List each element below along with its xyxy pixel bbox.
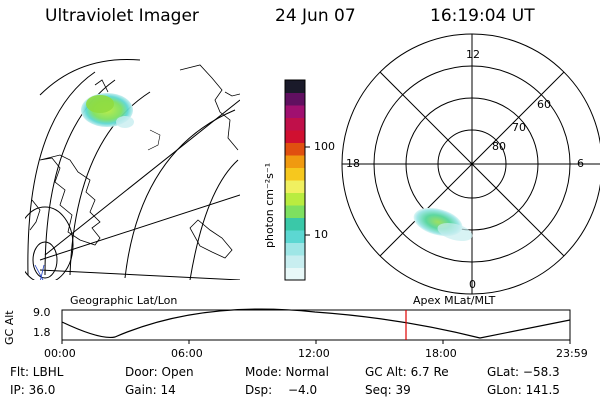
ip-info: IP: 36.0: [10, 383, 56, 397]
colorbar-band: [285, 80, 305, 93]
time-label: 16:19:04 UT: [430, 6, 535, 26]
instrument-title: Ultraviolet Imager: [45, 6, 199, 26]
geographic-panel-label: Geographic Lat/Lon: [70, 294, 178, 307]
door-info: Door: Open: [125, 365, 194, 379]
filter-info: Flt: LBHL: [10, 365, 64, 379]
colorbar-band: [285, 130, 305, 143]
colorbar-band: [285, 255, 305, 268]
gain-info: Gain: 14: [125, 383, 176, 397]
colorbar-band: [285, 230, 305, 243]
colorbar-band: [285, 242, 305, 256]
lat-70-label: 70: [512, 121, 526, 134]
glat-info: GLat: −58.3: [487, 365, 560, 379]
colorbar-unit-label: photon cm⁻²s⁻¹: [263, 162, 276, 248]
colorbar-frame: [284, 79, 306, 281]
colorbar-band: [285, 205, 305, 218]
alt-ytick-low: 1.8: [33, 326, 51, 339]
xtick-0000: 00:00: [44, 347, 76, 360]
colorbar-band: [285, 180, 305, 193]
colorbar-band: [285, 192, 305, 206]
altitude-plot: [61, 308, 571, 344]
dsp-value: −4.0: [288, 383, 318, 397]
gc-alt-axis-label: GC Alt: [3, 310, 16, 345]
geographic-map: [25, 58, 240, 280]
colorbar-band: [285, 267, 305, 281]
mlt-0-label: 0: [469, 278, 476, 291]
glon-info: GLon: 141.5: [487, 383, 560, 397]
mlt-6-label: 6: [577, 157, 584, 170]
colorbar-band: [285, 105, 305, 118]
colorbar-band: [285, 167, 305, 181]
apex-panel-label: Apex MLat/MLT: [413, 294, 496, 307]
alt-ytick-high: 9.0: [33, 306, 51, 319]
colorbar-tick-10: 10: [314, 228, 328, 241]
seq-info: Seq: 39: [365, 383, 411, 397]
mlt-12-label: 12: [466, 48, 480, 61]
mlt-18-label: 18: [346, 157, 360, 170]
dsp-label: Dsp:: [245, 383, 273, 397]
xtick-1800: 18:00: [425, 347, 457, 360]
polar-plot: [341, 33, 600, 295]
colorbar: [285, 80, 305, 281]
mode-info: Mode: Normal: [245, 365, 329, 379]
xtick-1200: 12:00: [298, 347, 330, 360]
lat-80-label: 80: [492, 140, 506, 153]
xtick-0600: 06:00: [171, 347, 203, 360]
colorbar-band: [285, 155, 305, 168]
lat-60-label: 60: [537, 98, 551, 111]
colorbar-tick-100: 100: [314, 140, 335, 153]
date-label: 24 Jun 07: [275, 6, 356, 26]
colorbar-band: [285, 117, 305, 131]
colorbar-band: [285, 142, 305, 156]
gc-alt-info: GC Alt: 6.7 Re: [365, 365, 449, 379]
colorbar-band: [285, 217, 305, 231]
colorbar-band: [285, 92, 305, 106]
xtick-2359: 23:59: [556, 347, 588, 360]
